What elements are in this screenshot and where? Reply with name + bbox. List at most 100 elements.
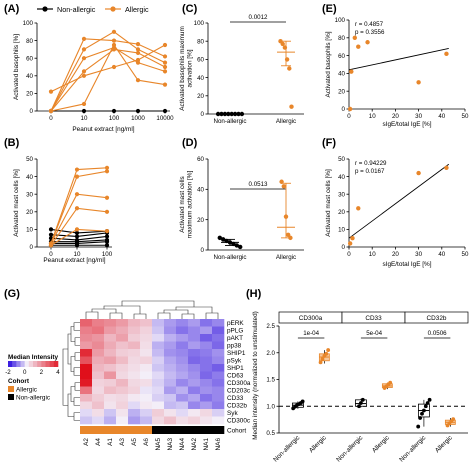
data-point	[281, 184, 286, 189]
facet-label: CD33	[365, 315, 382, 322]
series-line	[50, 31, 166, 112]
heatmap-cell	[92, 341, 105, 350]
heatmap-cell	[152, 386, 165, 395]
data-point	[74, 174, 80, 179]
data-point	[222, 111, 228, 117]
y-tick-label: 80	[338, 35, 345, 42]
y-axis-label: Activated mast cellsmaximum activation […	[179, 171, 194, 239]
data-point	[74, 230, 80, 236]
data-point	[347, 241, 353, 246]
data-point	[81, 108, 87, 114]
panel-f: 0 10 20 30 40 50 0 10 20 30 40 50 sIgE/total IgE [%]…	[325, 156, 469, 268]
y-tick-label: 2.5	[266, 323, 275, 330]
data-point	[224, 238, 229, 244]
data-point	[104, 169, 110, 174]
cohort-cell	[212, 426, 225, 434]
y-tick-label: 40	[26, 73, 33, 80]
y-tick-label: 0	[342, 244, 346, 251]
heatmap-cell	[188, 364, 201, 372]
column-label: A4	[95, 438, 102, 446]
data-point	[365, 40, 370, 45]
facet-strip	[404, 311, 469, 324]
heatmap-cell	[164, 364, 177, 372]
y-axis-label-line: maximum activation [%]	[187, 171, 194, 239]
heatmap-cell	[104, 341, 117, 350]
y-tick-label: 60	[197, 57, 204, 64]
row-label: pPLG	[227, 328, 243, 335]
heatmap-cell	[128, 401, 141, 410]
y-axis-label: Activated basophils maximumactivation [%…	[179, 26, 194, 111]
heatmap-cell	[176, 319, 189, 327]
heatmap-cell	[80, 401, 93, 410]
row-dendrogram	[73, 367, 80, 376]
data-point	[227, 240, 233, 245]
cohort-cell	[128, 426, 141, 434]
y-axis-label-line: activation [%]	[187, 49, 194, 87]
data-point	[111, 29, 117, 34]
data-point	[232, 111, 238, 117]
heatmap-cell	[152, 401, 165, 410]
data-point	[416, 170, 421, 176]
colorbar-segment	[8, 361, 13, 367]
y-tick-label: 0	[201, 111, 205, 118]
y-tick-label: 1.5	[266, 377, 275, 384]
data-point	[286, 232, 291, 238]
heatmap-cell	[104, 349, 117, 357]
x-axis-label: sIgE/total IgE [%]	[382, 121, 431, 128]
y-tick-label: 0	[342, 106, 346, 113]
y-tick-label: 30	[338, 191, 345, 198]
data-point	[422, 408, 426, 413]
y-tick-label: 40	[26, 174, 33, 181]
heatmap-cell	[104, 416, 117, 425]
y-tick-label: 40	[338, 174, 345, 181]
heatmap-cell	[176, 379, 189, 387]
data-point	[226, 111, 231, 117]
heatmap-cell	[188, 379, 201, 387]
y-tick-label: 0	[30, 244, 34, 251]
heatmap-cell	[212, 394, 225, 402]
heatmap-cell	[128, 364, 141, 372]
heatmap-cell	[200, 319, 213, 327]
heatmap-cell	[176, 409, 189, 417]
heatmap-cell	[152, 326, 165, 335]
data-point	[74, 206, 80, 211]
heatmap-cell	[104, 379, 117, 387]
heatmap-cell	[104, 319, 117, 327]
y-tick-label: 60	[197, 156, 204, 163]
x-tick-label: 10000	[156, 115, 174, 122]
heatmap-cell	[212, 409, 225, 417]
y-tick-label: 60	[338, 53, 345, 60]
cohort-legend-label: Non-allergic	[16, 395, 51, 402]
data-point	[111, 108, 117, 114]
data-point	[162, 82, 168, 87]
row-label: SHP1	[227, 365, 244, 372]
p-value: 0.0506	[428, 330, 447, 337]
x-tick-label: Allergic	[371, 434, 391, 454]
data-point	[420, 411, 424, 416]
data-point	[81, 69, 87, 74]
heatmap-cell	[140, 356, 153, 365]
cohort-legend-label: Allergic	[16, 387, 38, 394]
data-point	[221, 237, 226, 242]
p-value: 1e-04	[303, 330, 319, 337]
data-point	[135, 47, 141, 52]
heatmap-cell	[92, 319, 105, 327]
colorbar-segment	[12, 361, 17, 367]
x-tick-label: 0	[49, 115, 53, 122]
row-label: CD203c	[227, 388, 251, 395]
row-label: pAKT	[227, 335, 243, 342]
column-dendrogram	[109, 312, 123, 319]
heatmap-cell	[80, 364, 93, 372]
y-tick-label: 80	[197, 38, 204, 45]
heatmap-cell	[140, 379, 153, 387]
panel-label-b: (B)	[4, 137, 20, 149]
p-value: 0.0012	[249, 14, 268, 21]
heatmap-cell	[80, 356, 93, 365]
y-tick-label: 80	[26, 38, 33, 45]
y-tick-label: 20	[338, 209, 345, 216]
row-label: CD300a	[227, 380, 251, 387]
heatmap-cell	[116, 416, 129, 425]
heatmap-cell	[164, 386, 177, 395]
heatmap-cell	[188, 371, 201, 380]
